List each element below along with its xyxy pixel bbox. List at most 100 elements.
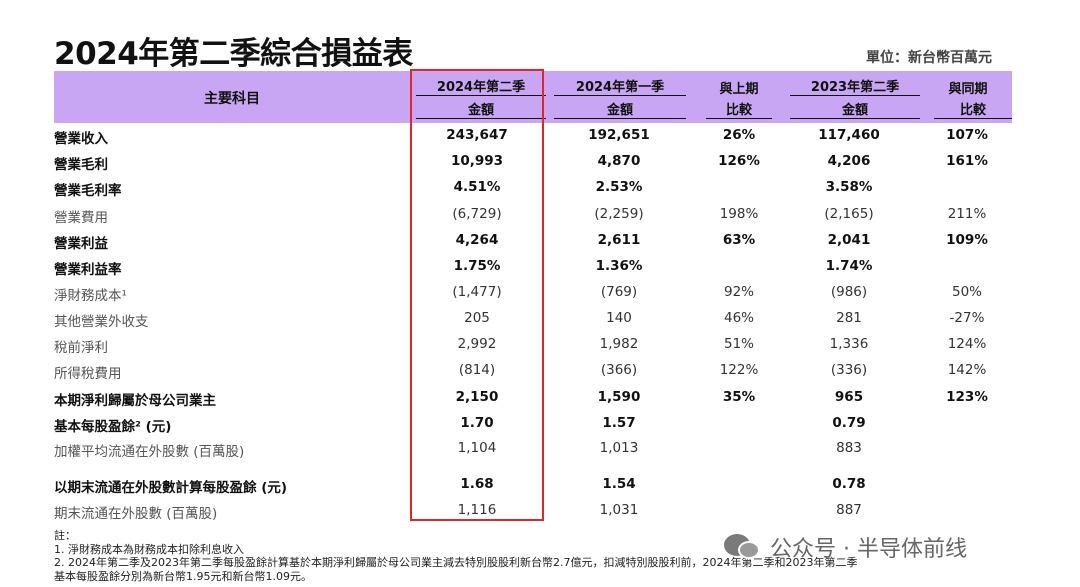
cell-yoy: 107% <box>946 127 988 143</box>
cell-q2-2023: 2,041 <box>827 232 871 248</box>
cell-q2-2023: 1,336 <box>829 336 869 352</box>
cell-q2-2023: 965 <box>834 389 864 405</box>
table-row: 營業毛利率 4.51% 2.53% 3.58% <box>54 176 1012 199</box>
watermark-text: 公众号 · 半导体前线 <box>770 537 967 562</box>
row-label: 營業利益率 <box>54 262 122 278</box>
cell-qoq: 122% <box>719 362 759 378</box>
cell-qoq: 126% <box>718 153 760 169</box>
cell-q2-2024: (1,477) <box>452 284 502 300</box>
row-label: 本期淨利歸屬於母公司業主 <box>54 393 216 409</box>
cell-q2-2024: (814) <box>458 362 496 378</box>
table-row: 以期末流通在外股數計算每股盈餘 (元) 1.68 1.54 0.78 <box>54 473 1012 496</box>
cell-qoq: 35% <box>722 389 756 405</box>
table-header: 主要科目 2024年第二季 金額 2024年第一季 金額 與上期 比較 2023… <box>54 71 1012 123</box>
table-row: 營業毛利 10,993 4,870 126% 4,206 161% <box>54 150 1012 173</box>
cell-q2-2024: 2,992 <box>457 336 497 352</box>
header-q2-2024-amount: 金額 <box>416 99 546 119</box>
header-yoy-bottom: 比較 <box>934 99 1012 119</box>
row-label: 營業收入 <box>54 131 108 147</box>
row-label: 營業毛利率 <box>54 183 122 199</box>
cell-yoy: 161% <box>946 153 988 169</box>
cell-q2-2024: 1,116 <box>457 502 497 518</box>
cell-q2-2024: (6,729) <box>452 206 502 222</box>
cell-q1-2024: (2,259) <box>594 206 644 222</box>
cell-q2-2023: 4,206 <box>827 153 871 169</box>
cell-qoq: 46% <box>723 310 754 326</box>
table-row: 稅前淨利 2,992 1,982 51% 1,336 124% <box>54 333 1012 356</box>
footnote-2-continued: 基本每股盈餘分別為新台幣1.95元和新台幣1.09元。 <box>54 569 312 583</box>
cell-q2-2023: (986) <box>830 284 868 300</box>
cell-q1-2024: 140 <box>606 310 632 326</box>
cell-qoq: 198% <box>719 206 759 222</box>
row-label: 營業利益 <box>54 236 108 252</box>
header-q2-2023-amount: 金額 <box>790 99 920 119</box>
page-title: 2024年第二季綜合損益表 <box>54 36 413 72</box>
cell-q2-2024: 4,264 <box>455 232 499 248</box>
cell-q1-2024: 1,982 <box>599 336 639 352</box>
header-yoy-top: 與同期 <box>948 82 988 97</box>
table-row: 基本每股盈餘² (元) 1.70 1.57 0.79 <box>54 412 1012 435</box>
row-label: 其他營業外收支 <box>54 314 149 330</box>
row-label: 所得稅費用 <box>54 366 122 382</box>
cell-q2-2024: 2,150 <box>455 389 499 405</box>
cell-yoy: 109% <box>946 232 988 248</box>
cell-q1-2024: 1,590 <box>597 389 641 405</box>
cell-q1-2024: 1.57 <box>602 415 636 431</box>
cell-q2-2023: (336) <box>830 362 868 378</box>
cell-q1-2024: 192,651 <box>588 127 650 143</box>
watermark: 公众号 · 半导体前线 <box>724 531 967 563</box>
cell-yoy: 50% <box>951 284 982 300</box>
wechat-icon <box>724 532 762 562</box>
cell-q1-2024: 4,870 <box>597 153 641 169</box>
cell-q1-2024: 1.54 <box>602 476 636 492</box>
header-q1-2024-period: 2024年第一季 <box>554 76 686 96</box>
cell-qoq: 51% <box>723 336 754 352</box>
table-row: 營業利益率 1.75% 1.36% 1.74% <box>54 255 1012 278</box>
table-row: 淨財務成本¹ (1,477) (769) 92% (986) 50% <box>54 281 1012 304</box>
cell-q2-2023: 3.58% <box>825 179 873 195</box>
row-label: 營業費用 <box>54 210 108 226</box>
cell-yoy: 124% <box>947 336 987 352</box>
table-row: 所得稅費用 (814) (366) 122% (336) 142% <box>54 359 1012 382</box>
table-row: 其他營業外收支 205 140 46% 281 -27% <box>54 307 1012 330</box>
cell-q2-2023: 0.79 <box>832 415 866 431</box>
cell-yoy: -27% <box>949 310 985 326</box>
footnotes: 註： 1. 淨財務成本為財務成本扣除利息收入 2. 2024年第二季及2023年… <box>54 529 857 583</box>
table-row: 營業利益 4,264 2,611 63% 2,041 109% <box>54 229 1012 252</box>
row-label: 稅前淨利 <box>54 340 108 356</box>
footnote-2: 2. 2024年第二季及2023年第二季每股盈餘計算基於本期淨利歸屬於母公司業主… <box>54 556 858 569</box>
header-q2-2023-period: 2023年第二季 <box>790 76 920 96</box>
row-label: 期末流通在外股數 (百萬股) <box>54 506 218 522</box>
cell-yoy: 142% <box>947 362 987 378</box>
cell-q1-2024: 1,031 <box>599 502 639 518</box>
cell-q2-2024: 1,104 <box>457 440 497 456</box>
cell-q1-2024: (769) <box>600 284 638 300</box>
cell-yoy: 123% <box>946 389 988 405</box>
cell-q2-2024: 1.70 <box>460 415 494 431</box>
cell-q2-2023: 281 <box>836 310 862 326</box>
highlight-box <box>410 69 544 521</box>
cell-q1-2024: 2,611 <box>597 232 641 248</box>
cell-qoq: 92% <box>723 284 754 300</box>
table-row: 加權平均流通在外股數 (百萬股) 1,104 1,013 883 <box>54 437 1012 460</box>
table-row: 營業收入 243,647 192,651 26% 117,460 107% <box>54 124 1012 147</box>
cell-q2-2024: 4.51% <box>453 179 501 195</box>
row-label: 淨財務成本¹ <box>54 288 127 304</box>
cell-q2-2023: 0.78 <box>832 476 866 492</box>
row-label: 加權平均流通在外股數 (百萬股) <box>54 444 245 460</box>
cell-q1-2024: 1.36% <box>595 258 643 274</box>
footnote-1: 1. 淨財務成本為財務成本扣除利息收入 <box>54 542 244 556</box>
row-label: 營業毛利 <box>54 157 108 173</box>
cell-q2-2024: 243,647 <box>446 127 508 143</box>
unit-label: 單位：新台幣百萬元 <box>866 50 992 66</box>
cell-q2-2024: 1.68 <box>460 476 494 492</box>
cell-q1-2024: 2.53% <box>595 179 643 195</box>
cell-q2-2024: 10,993 <box>450 153 504 169</box>
footnote-heading: 註： <box>54 529 76 542</box>
cell-yoy: 211% <box>947 206 987 222</box>
table-row: 期末流通在外股數 (百萬股) 1,116 1,031 887 <box>54 499 1012 522</box>
row-label: 基本每股盈餘² (元) <box>54 419 172 435</box>
header-qoq-top: 與上期 <box>719 82 759 97</box>
cell-q1-2024: 1,013 <box>599 440 639 456</box>
row-label: 以期末流通在外股數計算每股盈餘 (元) <box>54 480 288 496</box>
